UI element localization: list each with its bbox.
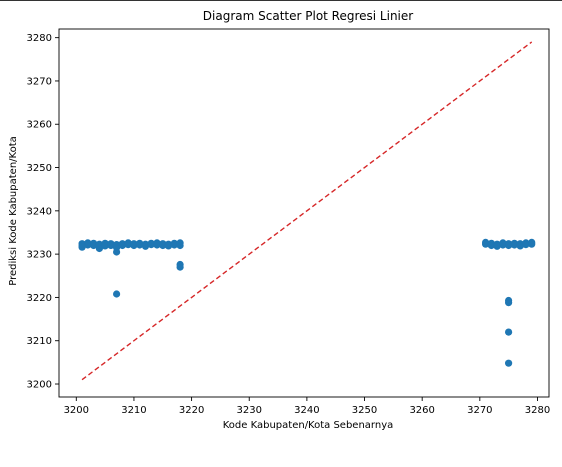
x-tick-label: 3280 [525,405,550,416]
data-point [136,241,144,249]
data-point [141,242,150,250]
top-border [0,0,562,1]
data-point [118,241,126,250]
data-point [516,242,524,250]
y-tick-label: 3200 [27,380,52,391]
data-point [113,290,121,298]
x-tick-label: 3250 [352,405,377,416]
y-tick-label: 3240 [27,206,52,217]
data-point [482,240,490,248]
data-point [510,241,518,249]
data-point [487,241,495,250]
data-point [159,241,167,250]
x-tick-label: 3230 [237,405,262,416]
data-point [176,241,184,250]
y-axis-label: Prediksi Kode Kabupaten/Kota [8,136,19,286]
y-tick-label: 3230 [27,250,52,261]
data-point [147,241,155,249]
x-tick-label: 3210 [121,405,146,416]
y-tick-label: 3220 [27,293,52,304]
data-point [84,241,92,249]
data-point [170,241,178,249]
y-tick-label: 3280 [27,33,52,44]
x-tick-label: 3200 [64,405,89,416]
data-point [113,248,121,256]
data-point [130,241,138,250]
x-tick-label: 3260 [409,405,434,416]
plot-frame [58,28,550,398]
y-tick-label: 3270 [27,76,52,87]
data-point [505,241,513,250]
data-point [101,242,109,250]
data-point [505,299,513,307]
ideal-fit-line [81,41,533,381]
data-point [164,242,173,250]
data-point [522,241,530,249]
data-point [153,241,161,249]
data-point [107,241,115,250]
data-point [493,242,501,250]
data-point [499,241,507,249]
data-point [90,241,98,250]
data-point [95,244,103,253]
data-point [176,263,184,271]
plot-area [81,41,533,381]
y-tick-label: 3210 [27,336,52,347]
data-point [505,359,513,367]
data-point [528,240,536,248]
chart-title: Diagram Scatter Plot Regresi Linier [203,9,413,23]
axes-layer: 3200 3210 3220 3230 3240 3250 3260 3270 3280 3200… [27,28,550,416]
y-tick-label: 3250 [27,163,52,174]
x-tick-label: 3220 [179,405,204,416]
x-tick-label: 3240 [294,405,319,416]
data-point [124,241,132,249]
x-tick-label: 3270 [467,405,492,416]
data-point [78,243,86,251]
points-layer [78,238,536,367]
data-point [505,328,513,336]
y-tick-label: 3260 [27,120,52,131]
x-axis-label: Kode Kabupaten/Kota Sebenarnya [223,420,394,431]
